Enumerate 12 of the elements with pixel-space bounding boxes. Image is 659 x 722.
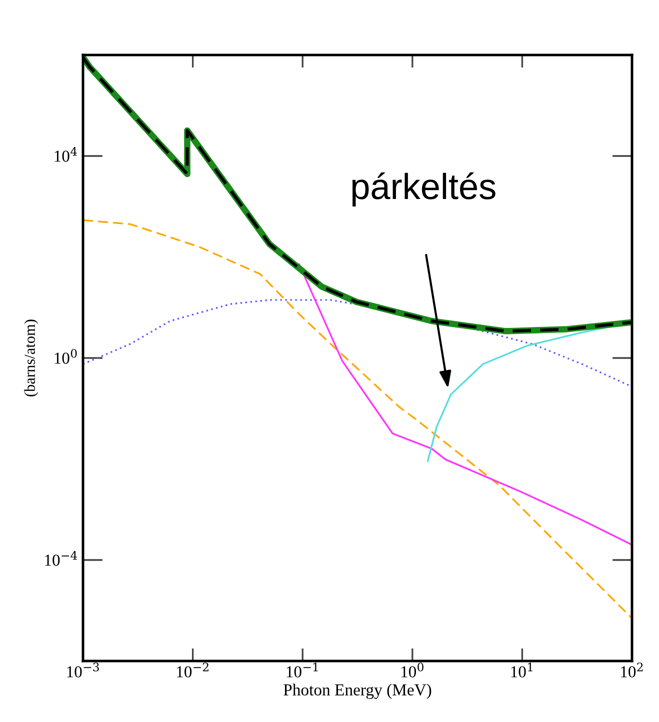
x-tick-label: 10$^{2}$: [621, 662, 643, 678]
y-tick-label: 10$^{0}$: [54, 348, 77, 364]
x-axis-title: Photon Energy (MeV): [284, 684, 432, 699]
x-tick-label: 10$^{−2}$: [177, 662, 208, 678]
x-tick-label: 10$^{1}$: [511, 662, 532, 678]
annotation: párkeltés: [352, 172, 496, 206]
x-tick-label: 10$^{−3}$: [67, 662, 99, 678]
x-tick-label: 10$^{0}$: [401, 662, 424, 678]
y-tick-label: 10$^{4}$: [54, 146, 77, 162]
x-tick-label: 10$^{−1}$: [286, 662, 318, 678]
y-axis-title: (barns/atom): [24, 320, 38, 396]
y-tick-label: 10$^{−4}$: [45, 550, 78, 566]
